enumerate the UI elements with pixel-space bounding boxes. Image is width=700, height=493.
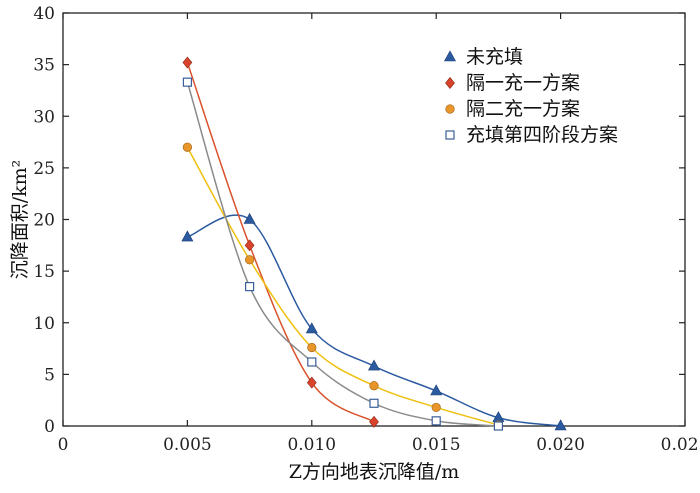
data-point — [369, 398, 379, 408]
data-point — [369, 415, 379, 428]
data-point — [493, 421, 503, 431]
data-point — [306, 376, 317, 389]
x-axis-title: Z方向地表沉降值/m — [289, 461, 460, 483]
legend-label: 未充填 — [466, 46, 523, 68]
data-point — [431, 416, 441, 426]
y-tick-label: 15 — [33, 262, 55, 282]
y-tick-label: 40 — [33, 4, 55, 24]
legend-marker — [443, 50, 457, 62]
y-axis-title: 沉降面积/km² — [9, 160, 31, 280]
series-markers — [181, 56, 567, 431]
x-tick-label: 0.020 — [536, 435, 585, 455]
y-tick-label: 25 — [33, 159, 55, 179]
data-point — [243, 212, 256, 224]
x-tick-label: 0.025 — [661, 435, 700, 455]
legend-marker — [445, 104, 455, 114]
series-line-2 — [186, 146, 499, 426]
data-point — [245, 255, 255, 265]
series-line-0 — [187, 214, 561, 427]
y-tick-label: 0 — [44, 417, 55, 437]
y-tick-label: 35 — [33, 56, 55, 76]
legend-label: 隔二充一方案 — [466, 98, 580, 120]
y-tick-label: 30 — [33, 107, 55, 127]
data-point — [431, 402, 441, 413]
data-point — [182, 77, 192, 87]
x-tick-label: 0.015 — [412, 435, 461, 455]
legend-marker — [445, 130, 455, 140]
series-line-1 — [186, 62, 375, 423]
x-tick-label: 0.005 — [163, 435, 212, 455]
x-tick-label: 0.010 — [287, 435, 336, 455]
axes: 0 0.005 0.010 0.015 0.020 0.025 0 5 10 15 20 25 30 35… — [33, 4, 700, 455]
legend-label: 充填第四阶段方案 — [466, 124, 618, 146]
data-point — [181, 230, 194, 242]
y-tick-label: 20 — [33, 211, 55, 231]
data-point — [307, 342, 317, 353]
data-point — [369, 381, 379, 391]
data-point — [430, 384, 443, 396]
data-point — [554, 419, 567, 431]
data-point — [182, 142, 192, 152]
legend-marker — [445, 77, 455, 89]
data-point — [307, 357, 317, 367]
legend-label: 隔一充一方案 — [466, 72, 580, 94]
data-point — [245, 282, 255, 292]
y-tick-label: 10 — [33, 314, 55, 334]
data-point — [305, 322, 318, 334]
data-point — [182, 56, 193, 69]
data-point — [244, 239, 255, 252]
data-point — [367, 359, 381, 371]
y-tick-label: 5 — [44, 365, 55, 385]
x-tick-label: 0 — [58, 435, 69, 455]
